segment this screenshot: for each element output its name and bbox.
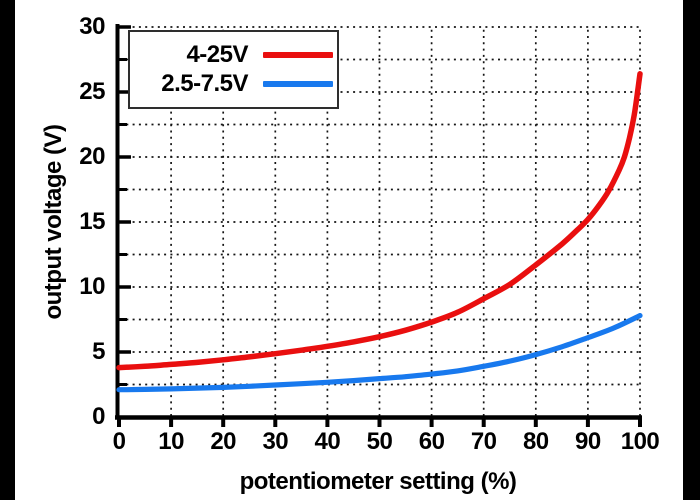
legend-label: 4-25V [186, 41, 248, 68]
y-tick-label: 15 [79, 208, 105, 235]
x-tick-label: 30 [262, 428, 289, 455]
legend-row: 2.5-7.5V [130, 70, 337, 97]
series-curve-2.5-7.5V [116, 313, 643, 393]
x-tick-label: 80 [522, 428, 549, 455]
x-tick-label: 60 [418, 428, 445, 455]
y-tick-label: 25 [79, 78, 105, 105]
y-tick-label: 5 [92, 338, 105, 365]
x-axis-title: potentiometer setting (%) [239, 468, 517, 495]
x-tick-label: 100 [620, 428, 660, 455]
legend: 4-25V 2.5-7.5V [128, 30, 339, 109]
x-tick-label: 40 [314, 428, 341, 455]
left-black-bar [0, 0, 15, 500]
x-tick-label: 70 [470, 428, 497, 455]
series-curve-4-25V [116, 71, 643, 371]
y-tick-label: 0 [92, 403, 105, 430]
y-tick-label: 20 [79, 143, 105, 170]
y-axis-title: output voltage (V) [40, 124, 67, 320]
x-tick-label: 0 [112, 428, 126, 455]
legend-line-sample [263, 81, 333, 87]
x-tick-label: 50 [366, 428, 393, 455]
y-tick-label: 30 [79, 13, 105, 40]
x-tick-label: 20 [210, 428, 237, 455]
y-tick-label: 10 [79, 273, 105, 300]
legend-line-sample [263, 52, 333, 58]
legend-label: 2.5-7.5V [161, 70, 248, 97]
right-black-bar [683, 0, 700, 500]
x-tick-label: 90 [575, 428, 601, 455]
legend-row: 4-25V [130, 41, 337, 68]
x-tick-label: 10 [158, 428, 184, 455]
